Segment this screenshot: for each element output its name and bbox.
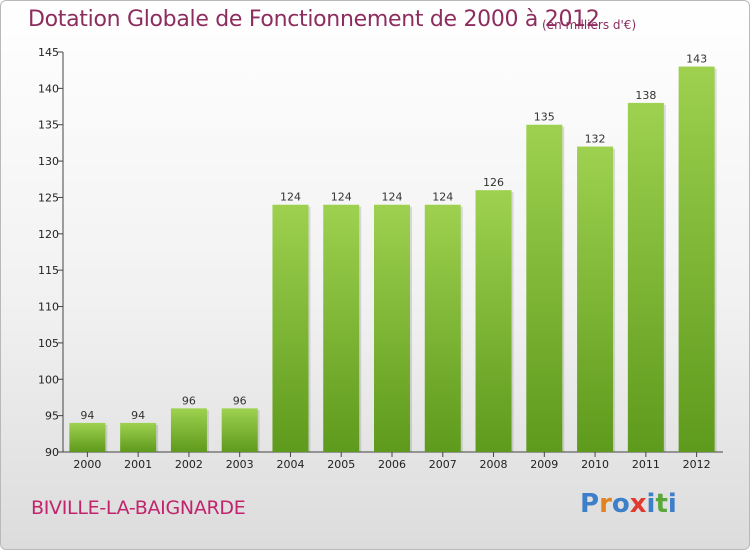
x-tick-label: 2009 (530, 458, 558, 471)
y-tick-label: 120 (38, 228, 59, 241)
y-tick-label: 130 (38, 155, 59, 168)
bar-value-label: 143 (686, 53, 707, 66)
bar (627, 102, 664, 452)
bar (475, 190, 512, 452)
bar (526, 124, 563, 453)
bar-value-label: 124 (331, 191, 352, 204)
bar (170, 408, 207, 452)
y-tick-label: 125 (38, 191, 59, 204)
y-tick-label: 140 (38, 82, 59, 95)
bar-value-label: 94 (131, 409, 145, 422)
bar (678, 66, 715, 452)
y-tick-label: 115 (38, 264, 59, 277)
x-tick-label: 2003 (226, 458, 254, 471)
y-tick-label: 95 (45, 410, 59, 423)
logo-letter: o (611, 489, 630, 519)
bar (577, 146, 614, 452)
bar (272, 204, 309, 452)
x-tick-label: 2007 (429, 458, 457, 471)
logo-letter: i (646, 489, 656, 519)
axes: 90 95 100 105 110 115 120 125 130 135 140 145 2000 20… (38, 46, 723, 471)
bar-value-label: 132 (585, 133, 606, 146)
logo-letter: r (599, 489, 612, 519)
x-tick-label: 2001 (124, 458, 152, 471)
x-tick-label: 2008 (480, 458, 508, 471)
chart-title: Dotation Globale de Fonctionnement de 20… (28, 7, 600, 32)
bar-value-label: 96 (233, 394, 247, 407)
commune-name: BIVILLE-LA-BAIGNARDE (31, 497, 246, 519)
y-tick-label: 90 (45, 446, 59, 459)
x-tick-label: 2002 (175, 458, 203, 471)
bars: 94 94 96 96 124 124 124 124 126 135 132 138 143 (69, 53, 717, 453)
bar (374, 204, 410, 452)
x-tick-label: 2000 (73, 458, 101, 471)
x-tick-label: 2006 (378, 458, 406, 471)
logo-letter: x (629, 489, 647, 519)
x-tick-label: 2004 (276, 458, 304, 471)
bar (120, 422, 157, 452)
bar-value-label: 96 (182, 394, 196, 407)
x-tick-label: 2010 (581, 458, 609, 471)
bar-value-label: 126 (483, 176, 504, 189)
y-tick-label: 135 (38, 119, 59, 132)
bar (69, 422, 106, 452)
bar (323, 204, 360, 452)
bar-value-label: 124 (432, 191, 453, 204)
bar (221, 408, 258, 452)
x-tick-label: 2005 (327, 458, 355, 471)
unit-note: (en milliers d'€) (542, 18, 637, 32)
bar-value-label: 124 (382, 191, 403, 204)
y-tick-label: 110 (38, 301, 59, 314)
bar-value-label: 94 (80, 409, 94, 422)
logo-letter: t (655, 489, 668, 519)
bar-value-label: 138 (635, 89, 656, 102)
logo-letter: P (580, 489, 600, 519)
y-tick-label: 100 (38, 373, 59, 386)
x-tick-label: 2011 (632, 458, 660, 471)
bar (424, 204, 461, 452)
bar-value-label: 124 (280, 191, 301, 204)
logo-letter: i (667, 489, 677, 519)
x-tick-label: 2012 (683, 458, 711, 471)
proxiti-logo: Proxiti (580, 489, 677, 519)
bar-value-label: 135 (534, 111, 555, 124)
y-tick-label: 105 (38, 337, 59, 350)
y-tick-label: 145 (38, 46, 59, 59)
